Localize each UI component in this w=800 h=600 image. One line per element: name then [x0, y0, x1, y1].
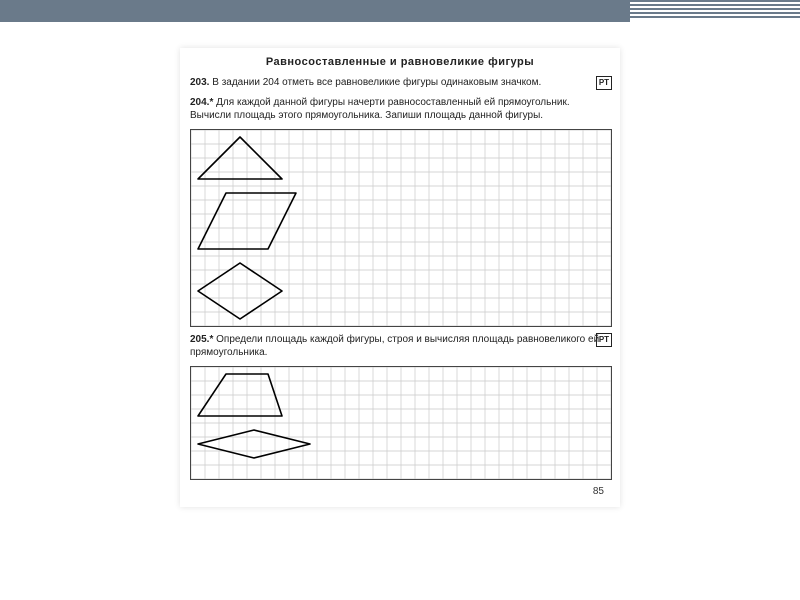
- rt-badge: РТ: [596, 333, 612, 347]
- task-num: 205.*: [190, 334, 213, 345]
- grid-area-1: [190, 129, 612, 327]
- task-205: 205.* Определи площадь каждой фигуры, ст…: [190, 333, 610, 360]
- shape-rhombus: [198, 263, 282, 319]
- task-text: Для каждой данной фигуры начерти равносо…: [190, 97, 570, 122]
- task-text: В задании 204 отметь все равновеликие фи…: [212, 77, 541, 88]
- shape-rhombus: [198, 430, 310, 458]
- task-num: 204.*: [190, 97, 213, 108]
- band-solid: [0, 0, 630, 22]
- slide-header-band: [0, 0, 800, 22]
- rt-badge: РТ: [596, 76, 612, 90]
- task-text: Определи площадь каждой фигуры, строя и …: [190, 334, 599, 359]
- grid-svg: [191, 130, 611, 326]
- band-stripes: [630, 0, 800, 22]
- page-scan: Равносоставленные и равновеликие фигуры …: [180, 48, 620, 507]
- page-title: Равносоставленные и равновеликие фигуры: [190, 56, 610, 68]
- page-number: 85: [190, 486, 610, 497]
- task-num: 203.: [190, 77, 209, 88]
- task-204: 204.* Для каждой данной фигуры начерти р…: [190, 96, 610, 123]
- grid-area-2: [190, 366, 612, 480]
- grid-svg: [191, 367, 611, 479]
- task-203: 203. В задании 204 отметь все равновелик…: [190, 76, 610, 90]
